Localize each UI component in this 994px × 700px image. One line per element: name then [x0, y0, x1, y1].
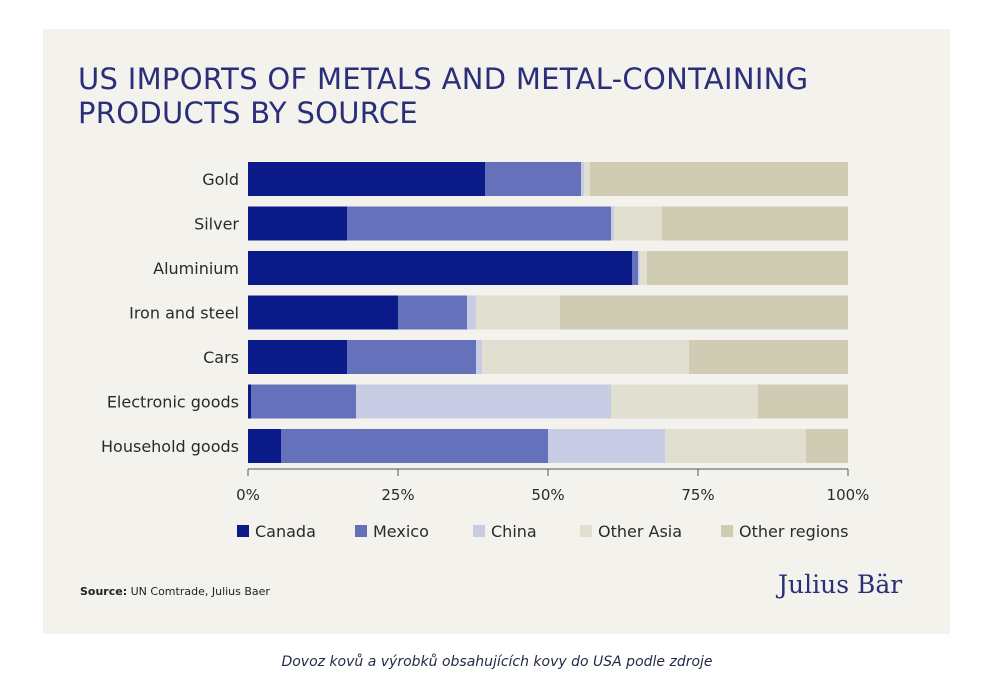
- bar-segment-other-regions: [689, 340, 848, 374]
- legend-swatch: [580, 525, 592, 537]
- bar-segment-canada: [248, 206, 347, 241]
- figure-caption: Dovoz kovů a výrobků obsahujících kovy d…: [281, 654, 713, 670]
- category-labels: Gold Silver Aluminium Iron and steel Cars Ele…: [101, 170, 239, 456]
- bar-segment-china: [476, 340, 482, 374]
- bar-segment-china: [611, 206, 614, 241]
- bar-segment-other-asia: [482, 340, 689, 374]
- bar-segment-other-regions: [590, 162, 848, 196]
- bar-segment-mexico: [347, 340, 476, 374]
- chart-panel: [43, 29, 950, 634]
- bar-segment-canada: [248, 162, 485, 196]
- legend-swatch: [721, 525, 733, 537]
- bar-segment-mexico: [347, 206, 611, 241]
- legend-swatch: [473, 525, 485, 537]
- source-text: UN Comtrade, Julius Baer: [130, 585, 270, 598]
- bar-segment-china: [548, 429, 665, 463]
- x-tick-label: 75%: [681, 486, 714, 504]
- bar-segment-mexico: [398, 295, 467, 330]
- bar-segment-china: [638, 251, 640, 285]
- legend: Canada Mexico China Other Asia Other regions: [237, 522, 848, 541]
- bars-group: [248, 162, 848, 463]
- bar-segment-mexico: [485, 162, 581, 196]
- x-tick-label: 50%: [531, 486, 564, 504]
- bar-segment-other-regions: [662, 206, 848, 241]
- bar-segment-mexico: [632, 251, 638, 285]
- legend-label: Canada: [255, 522, 316, 541]
- bar-segment-other-asia: [639, 251, 647, 285]
- bar-segment-other-regions: [560, 295, 848, 330]
- julius-baer-logo: Julius Bär: [778, 570, 903, 599]
- bar-segment-other-regions: [806, 429, 848, 463]
- bar-segment-other-asia: [614, 206, 662, 241]
- bar-segment-other-regions: [758, 384, 848, 419]
- category-label: Aluminium: [153, 259, 239, 278]
- legend-label: Other regions: [739, 522, 848, 541]
- chart-title: US IMPORTS OF METALS AND METAL-CONTAININ…: [78, 62, 809, 130]
- x-tick-label: 0%: [236, 486, 260, 504]
- category-label: Iron and steel: [129, 304, 239, 323]
- category-label: Silver: [194, 215, 239, 234]
- bar-segment-canada: [248, 384, 251, 419]
- bar-segment-other-asia: [584, 162, 590, 196]
- bar-segment-other-regions: [647, 251, 848, 285]
- legend-swatch: [355, 525, 367, 537]
- category-label: Cars: [203, 348, 239, 367]
- legend-label: Mexico: [373, 522, 429, 541]
- bar-segment-canada: [248, 429, 281, 463]
- bar-segment-other-asia: [665, 429, 806, 463]
- source-note: Source: UN Comtrade, Julius Baer: [80, 585, 270, 598]
- bar-segment-mexico: [281, 429, 548, 463]
- legend-swatch: [237, 525, 249, 537]
- source-label: Source:: [80, 585, 128, 598]
- bar-segment-canada: [248, 251, 632, 285]
- x-axis: 0% 25% 50% 75% 100%: [236, 468, 870, 504]
- x-tick-label: 100%: [827, 486, 870, 504]
- legend-label: China: [491, 522, 537, 541]
- category-label: Electronic goods: [107, 393, 239, 412]
- x-tick-label: 25%: [381, 486, 414, 504]
- category-label: Gold: [202, 170, 239, 189]
- bar-segment-china: [467, 295, 476, 330]
- bar-segment-canada: [248, 340, 347, 374]
- bar-segment-mexico: [251, 384, 356, 419]
- bar-segment-china: [581, 162, 584, 196]
- bar-segment-other-asia: [611, 384, 758, 419]
- bar-segment-china: [356, 384, 611, 419]
- category-label: Household goods: [101, 437, 239, 456]
- legend-label: Other Asia: [598, 522, 682, 541]
- bar-segment-canada: [248, 295, 398, 330]
- bar-segment-other-asia: [476, 295, 560, 330]
